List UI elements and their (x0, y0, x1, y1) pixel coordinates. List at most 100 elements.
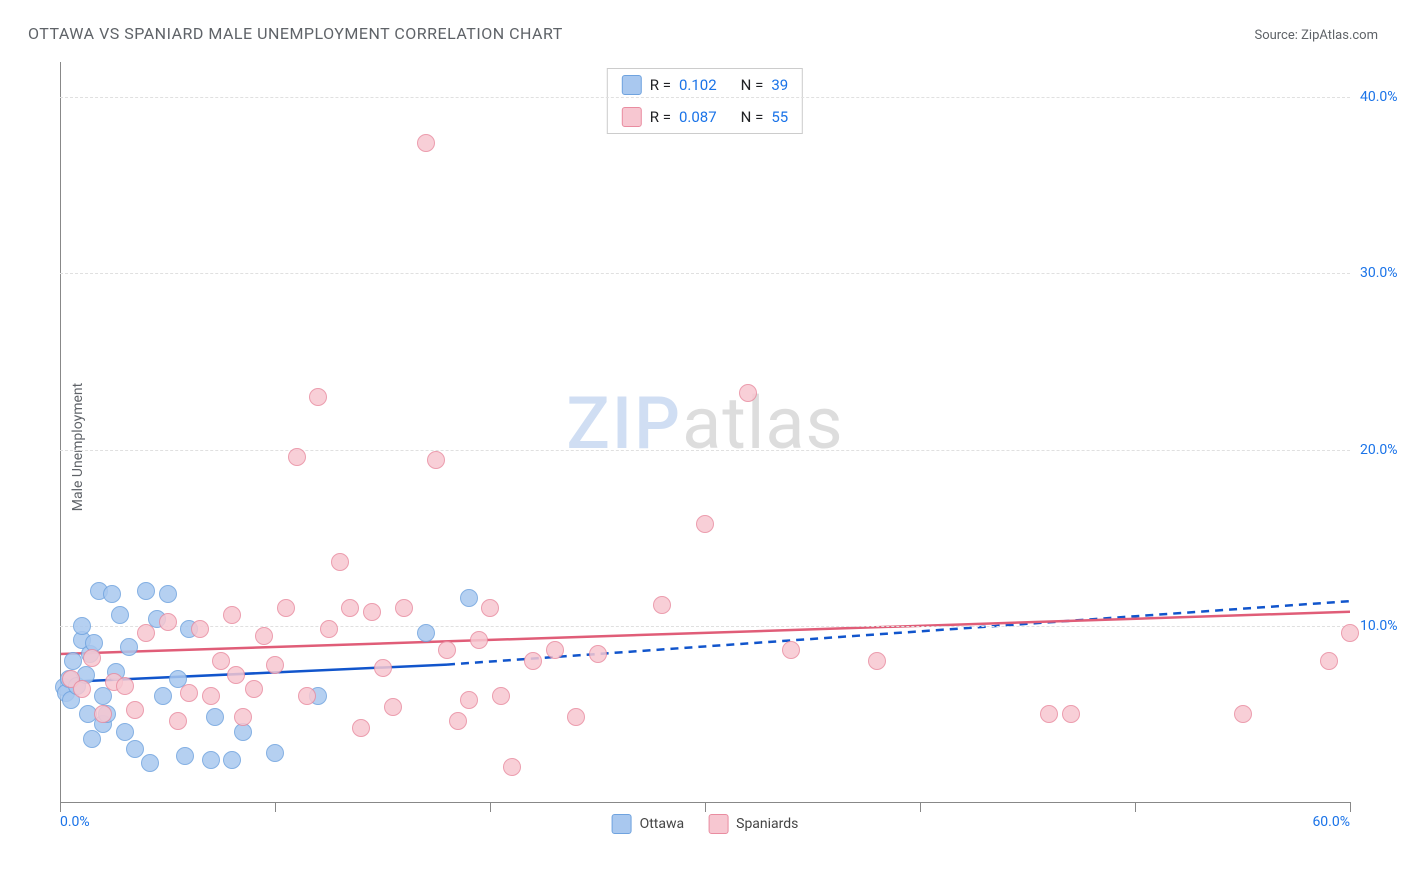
data-point (503, 758, 521, 776)
gridline-h (60, 450, 1350, 451)
data-point (180, 684, 198, 702)
scatter-plot: ZIPatlas R = 0.102 N = 39 R = 0.087 N = … (60, 62, 1350, 802)
gridline-h (60, 97, 1350, 98)
data-point (1341, 624, 1359, 642)
data-point (137, 582, 155, 600)
data-point (159, 613, 177, 631)
legend-item-ottawa: Ottawa (612, 814, 685, 834)
data-point (141, 754, 159, 772)
y-tick-label: 10.0% (1360, 618, 1406, 634)
header: OTTAWA VS SPANIARD MALE UNEMPLOYMENT COR… (0, 0, 1406, 51)
data-point (1040, 705, 1058, 723)
data-point (202, 751, 220, 769)
data-point (126, 701, 144, 719)
data-point (103, 585, 121, 603)
x-tick-label: 0.0% (60, 814, 90, 830)
x-tick (60, 802, 61, 812)
r-label: R = (650, 108, 671, 126)
data-point (111, 606, 129, 624)
x-tick (1350, 802, 1351, 812)
data-point (298, 687, 316, 705)
x-tick (705, 802, 706, 812)
data-point (126, 740, 144, 758)
data-point (73, 680, 91, 698)
data-point (331, 553, 349, 571)
data-point (1062, 705, 1080, 723)
watermark: ZIPatlas (566, 381, 843, 466)
data-point (245, 680, 263, 698)
legend-label: Ottawa (640, 816, 685, 832)
data-point (460, 691, 478, 709)
r-label: R = (650, 76, 671, 94)
data-point (395, 599, 413, 617)
data-point (212, 652, 230, 670)
legend-label: Spaniards (736, 816, 798, 832)
r-value: 0.087 (679, 108, 717, 126)
data-point (176, 747, 194, 765)
legend-correlation: R = 0.102 N = 39 R = 0.087 N = 55 (607, 68, 803, 134)
x-tick (275, 802, 276, 812)
data-point (427, 451, 445, 469)
data-point (116, 677, 134, 695)
data-point (288, 448, 306, 466)
data-point (492, 687, 510, 705)
data-point (223, 606, 241, 624)
chart-title: OTTAWA VS SPANIARD MALE UNEMPLOYMENT COR… (28, 24, 563, 43)
n-value: 39 (771, 76, 788, 94)
data-point (352, 719, 370, 737)
data-point (94, 705, 112, 723)
data-point (159, 585, 177, 603)
data-point (120, 638, 138, 656)
swatch-ottawa (612, 814, 632, 834)
data-point (417, 624, 435, 642)
data-point (1320, 652, 1338, 670)
x-tick (920, 802, 921, 812)
data-point (460, 589, 478, 607)
legend-row-spaniards: R = 0.087 N = 55 (608, 101, 802, 133)
data-point (567, 708, 585, 726)
swatch-ottawa (622, 75, 642, 95)
watermark-atlas: atlas (682, 381, 844, 466)
data-point (202, 687, 220, 705)
data-point (524, 652, 542, 670)
data-point (696, 515, 714, 533)
data-point (169, 712, 187, 730)
data-point (206, 708, 224, 726)
data-point (223, 751, 241, 769)
legend-series: Ottawa Spaniards (612, 814, 799, 834)
data-point (227, 666, 245, 684)
data-point (363, 603, 381, 621)
data-point (417, 134, 435, 152)
data-point (739, 384, 757, 402)
data-point (449, 712, 467, 730)
data-point (83, 649, 101, 667)
data-point (309, 388, 327, 406)
data-point (154, 687, 172, 705)
y-tick-label: 40.0% (1360, 89, 1406, 105)
data-point (116, 723, 134, 741)
y-tick-label: 30.0% (1360, 265, 1406, 281)
data-point (438, 641, 456, 659)
data-point (546, 641, 564, 659)
data-point (266, 656, 284, 674)
data-point (782, 641, 800, 659)
data-point (73, 617, 91, 635)
swatch-spaniards (708, 814, 728, 834)
swatch-spaniards (622, 107, 642, 127)
n-value: 55 (771, 108, 788, 126)
legend-row-ottawa: R = 0.102 N = 39 (608, 69, 802, 101)
data-point (481, 599, 499, 617)
n-label: N = (741, 76, 764, 94)
gridline-h (60, 626, 1350, 627)
watermark-zip: ZIP (566, 381, 682, 466)
data-point (234, 708, 252, 726)
r-value: 0.102 (679, 76, 717, 94)
chart-container: Male Unemployment ZIPatlas R = 0.102 N =… (48, 62, 1378, 832)
x-tick (1135, 802, 1136, 812)
n-label: N = (741, 108, 764, 126)
source-label: Source: ZipAtlas.com (1254, 28, 1378, 43)
y-tick-label: 20.0% (1360, 442, 1406, 458)
data-point (320, 620, 338, 638)
data-point (653, 596, 671, 614)
x-tick (490, 802, 491, 812)
